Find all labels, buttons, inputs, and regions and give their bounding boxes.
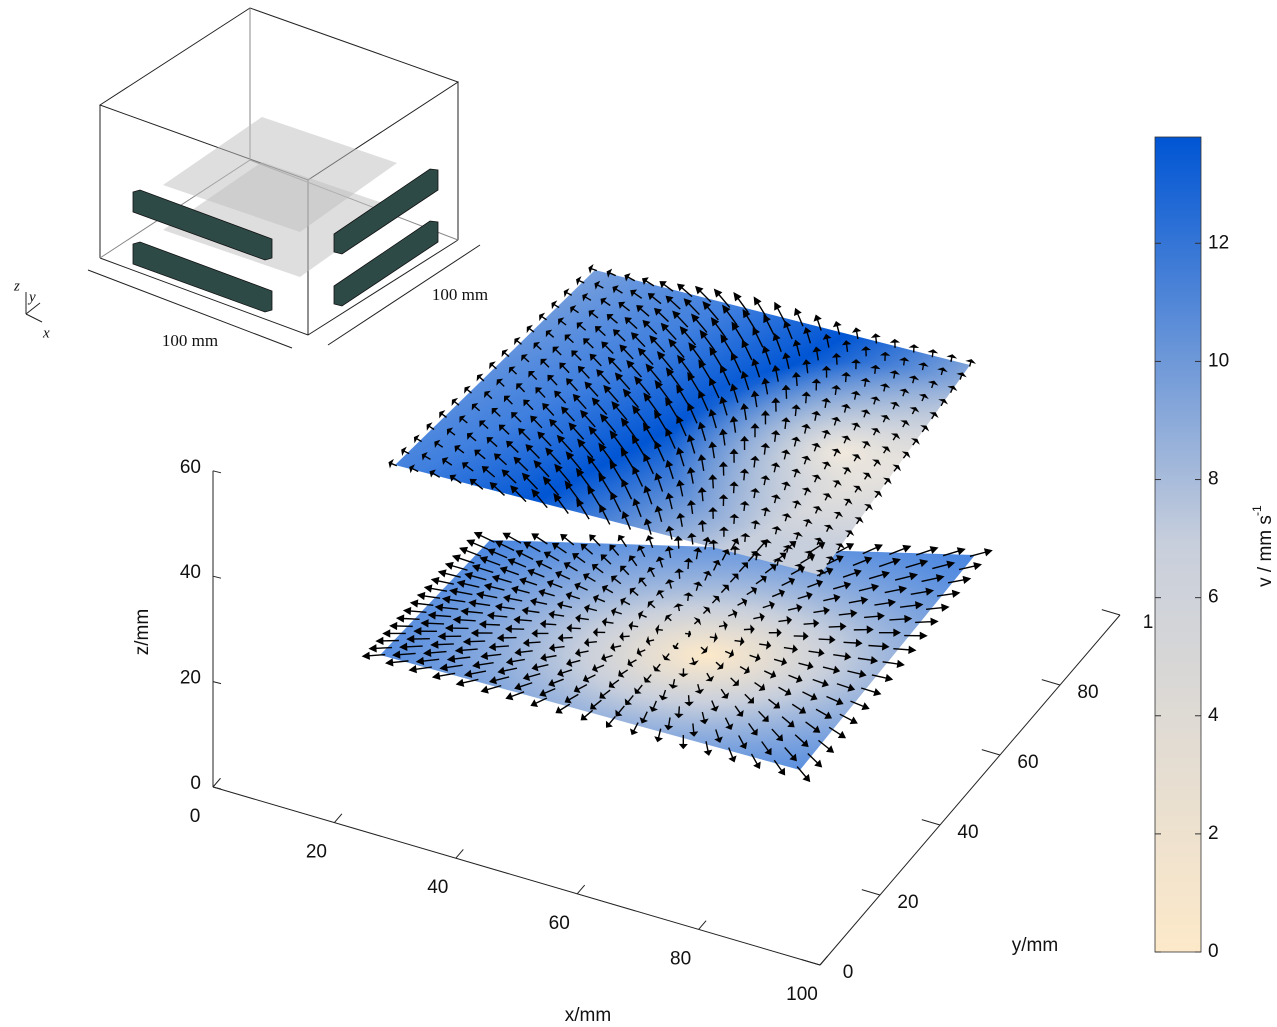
flow-arrow xyxy=(556,704,569,713)
flow-arrow xyxy=(446,563,467,570)
flow-arrow xyxy=(457,679,478,685)
flow-arrow xyxy=(415,436,422,442)
colorbar-tick-label: 0 xyxy=(1208,941,1219,962)
y-axis-label: y/mm xyxy=(1012,935,1058,956)
flow-arrow xyxy=(453,555,474,563)
x-tick-label: 60 xyxy=(549,913,570,934)
flow-arrow xyxy=(808,753,821,766)
flow-arrow xyxy=(440,411,447,417)
z-tick-label: 40 xyxy=(180,562,201,583)
colorbar-label: v / mm s xyxy=(1255,515,1276,587)
x-tick-label: 0 xyxy=(190,806,201,827)
flow-arrow xyxy=(589,266,597,272)
flow-arrow xyxy=(552,302,559,308)
x-tick xyxy=(699,921,707,930)
flow-arrow xyxy=(468,540,488,549)
figure: 100 mm 100 mm z y x x/mm y/mm z/mm v / m… xyxy=(0,0,1277,1027)
x-tick-label: 80 xyxy=(670,948,691,969)
flow-arrow xyxy=(410,666,432,672)
flow-arrow xyxy=(850,701,868,709)
y-tick xyxy=(1042,680,1060,685)
y-tick-label: 1 xyxy=(1143,612,1154,633)
flow-arrow xyxy=(507,692,524,700)
z-tick xyxy=(213,787,221,789)
flow-arrow xyxy=(840,714,857,723)
flow-arrow xyxy=(402,448,409,453)
x-axis-label: x/mm xyxy=(565,1005,611,1026)
flow-arrow xyxy=(432,578,454,584)
colorbar-tick-label: 8 xyxy=(1208,469,1219,490)
y-tick xyxy=(862,890,880,895)
flow-arrow xyxy=(465,387,472,393)
y-tick xyxy=(1102,610,1120,615)
flow-arrow xyxy=(477,375,483,381)
x-tick-label: 40 xyxy=(427,877,448,898)
x-tick xyxy=(213,778,221,787)
z-tick xyxy=(213,471,221,473)
flow-arrow xyxy=(452,399,459,405)
flow-arrow xyxy=(527,326,534,332)
flow-arrow xyxy=(389,461,396,467)
flow-arrow xyxy=(581,710,592,719)
colorbar-label-sup: -1 xyxy=(1250,505,1264,516)
y-tick xyxy=(982,750,1000,755)
x-tick-label: 20 xyxy=(306,842,327,863)
colorbar-tick-label: 6 xyxy=(1208,587,1219,608)
x-tick xyxy=(334,814,342,823)
y-tick-label: 20 xyxy=(897,892,918,913)
y-tick-label: 60 xyxy=(1017,752,1038,773)
triad-label: y xyxy=(27,289,36,305)
flow-arrow xyxy=(482,686,501,693)
z-tick xyxy=(213,682,221,684)
flow-arrow xyxy=(515,338,522,344)
flow-arrow xyxy=(540,314,547,320)
colorbar-tick-label: 4 xyxy=(1208,705,1219,726)
flow-arrow xyxy=(490,363,496,369)
x-tick xyxy=(456,849,464,858)
flow-arrow xyxy=(829,727,845,737)
y-tick-label: 0 xyxy=(843,962,854,983)
colorbar-tick-label: 2 xyxy=(1208,823,1219,844)
dimension-label: 100 mm xyxy=(432,285,488,304)
flow-arrow xyxy=(577,278,584,284)
triad-label: z xyxy=(13,278,20,294)
colorbar-tick-label: 10 xyxy=(1208,350,1229,371)
dimension-label: 100 mm xyxy=(162,331,218,350)
z-tick-label: 60 xyxy=(180,457,201,478)
inset: 100 mm 100 mm z y x xyxy=(13,8,488,350)
y-tick-label: 80 xyxy=(1077,682,1098,703)
x-tick-label: 100 xyxy=(786,984,818,1005)
x-tick xyxy=(577,885,585,894)
z-tick-label: 20 xyxy=(180,668,201,689)
flow-arrow xyxy=(532,698,547,706)
z-tick xyxy=(213,576,221,578)
flow-arrow xyxy=(818,740,833,752)
y-tick-label: 40 xyxy=(957,822,978,843)
y-tick xyxy=(802,960,820,965)
flow-arrow xyxy=(861,688,880,695)
x-tick xyxy=(820,956,828,965)
flow-arrow xyxy=(475,533,495,543)
flow-arrow xyxy=(797,767,809,781)
flow-arrow xyxy=(460,548,481,557)
flow-arrow xyxy=(433,673,455,679)
flow-arrow xyxy=(439,570,460,577)
triad-label: x xyxy=(42,325,50,341)
z-tick-label: 0 xyxy=(190,773,201,794)
colorbar-tick-label: 12 xyxy=(1208,232,1229,253)
flow-arrow xyxy=(502,350,508,356)
flow-arrow xyxy=(970,549,991,556)
z-axis-label: z/mm xyxy=(132,609,153,655)
flow-arrow xyxy=(427,424,434,430)
y-tick xyxy=(922,820,940,825)
flow-arrow xyxy=(564,290,571,295)
colorbar xyxy=(1155,137,1201,952)
x-axis-line xyxy=(213,787,820,965)
colorbar-title: v / mm s -1 xyxy=(1250,505,1276,587)
